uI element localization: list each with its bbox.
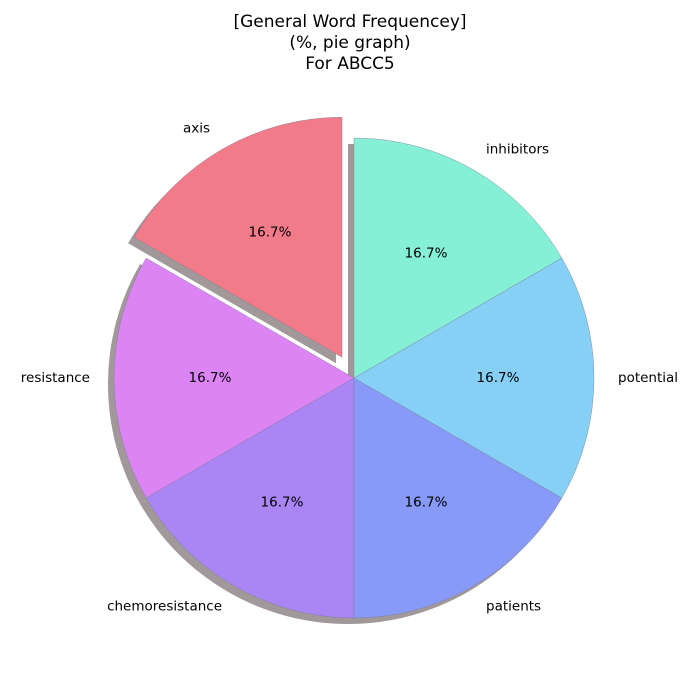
slice-pct-label-inhibitors: 16.7% xyxy=(405,245,448,261)
slice-pct-label-potential: 16.7% xyxy=(477,370,520,386)
chart-title-line-2: (%, pie graph) xyxy=(289,33,411,53)
pie-slice-resistance xyxy=(113,257,355,499)
slice-pct-label-chemoresistance: 16.7% xyxy=(261,495,304,511)
slice-labels: axis 16.7% resistance 16.7% chemoresistance 1… xyxy=(21,121,678,615)
pie-slice-inhibitors xyxy=(353,137,563,379)
slice-label-chemoresistance: chemoresistance xyxy=(107,599,222,615)
slice-pct-label-resistance: 16.7% xyxy=(189,370,232,386)
chart-title: [General Word Frequencey] (%, pie graph)… xyxy=(0,12,700,75)
pie-slice-axis xyxy=(133,117,343,358)
pie-slice-potential xyxy=(353,257,595,499)
pie-slice-chemoresistance xyxy=(145,377,355,619)
pie-slice-patients xyxy=(353,377,563,619)
slice-label-inhibitors: inhibitors xyxy=(486,141,549,157)
slice-pct-label-patients: 16.7% xyxy=(405,495,448,511)
slice-label-potential: potential xyxy=(618,370,678,386)
slices xyxy=(113,117,595,619)
slice-pct-label-axis: 16.7% xyxy=(249,225,292,241)
chart-title-line-3: For ABCC5 xyxy=(305,54,395,74)
chart-title-line-1: [General Word Frequencey] xyxy=(233,12,467,32)
slice-label-axis: axis xyxy=(183,121,210,137)
slice-label-patients: patients xyxy=(486,599,541,615)
slice-label-resistance: resistance xyxy=(21,370,90,386)
